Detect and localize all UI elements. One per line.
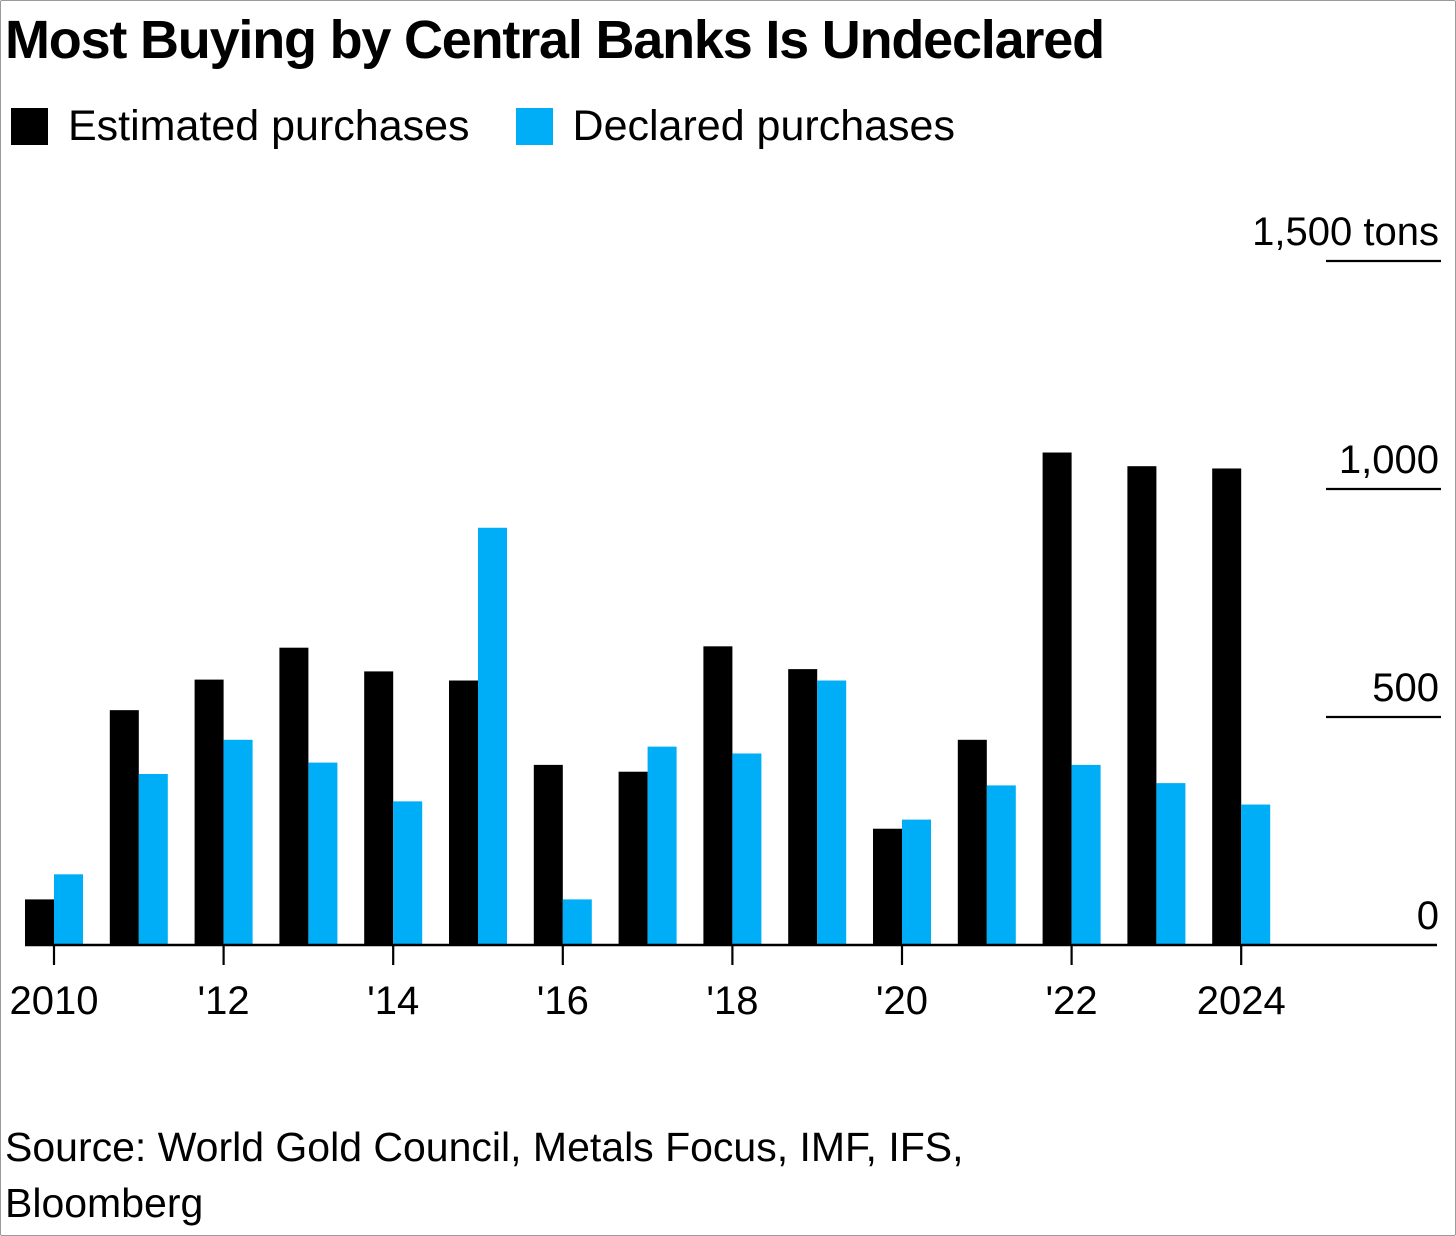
source-line-1: Source: World Gold Council, Metals Focus… [5,1124,964,1170]
legend-item-declared: Declared purchases [515,102,955,150]
bar-estimated-2015 [449,680,478,945]
bar-estimated-2021 [957,739,987,945]
bar-declared-2018 [732,753,762,945]
bar-declared-2014 [393,801,423,945]
bar-estimated-2017 [618,771,648,945]
bar-estimated-2014 [364,671,394,945]
y-tick-label-0: 0 [1417,894,1439,938]
bar-declared-2024 [1241,804,1271,945]
legend-label-declared: Declared purchases [572,102,955,150]
bar-estimated-2010 [25,899,54,945]
x-tick-label-2018: '18 [706,979,758,1023]
bar-estimated-2019 [788,669,818,945]
bar-declared-2023 [1156,783,1186,945]
bar-declared-2013 [308,762,338,945]
bar-declared-2016 [562,899,592,945]
x-tick-label-2012: '12 [198,979,250,1023]
bar-declared-2011 [138,774,168,945]
bar-declared-2010 [54,874,83,945]
chart-title: Most Buying by Central Banks Is Undeclar… [5,10,1105,70]
legend-label-estimated: Estimated purchases [68,102,470,150]
bar-estimated-2024 [1212,468,1242,945]
bar-estimated-2020 [873,828,902,945]
bar-estimated-2011 [109,710,139,945]
bar-estimated-2016 [533,764,563,945]
source-line-2: Bloomberg [5,1180,204,1226]
x-tick-label-2022: '22 [1046,979,1098,1023]
bar-declared-2015 [478,527,507,945]
bar-estimated-2012 [194,679,224,945]
legend-swatch-declared [515,108,553,145]
bar-declared-2022 [1071,764,1101,945]
x-tick-label-2014: '14 [367,979,419,1023]
legend-item-estimated: Estimated purchases [11,105,470,148]
bar-estimated-2018 [703,646,733,945]
y-tick-label-500: 500 [1372,666,1439,710]
y-tick-label-1500: 1,500 tons [1252,210,1439,254]
x-tick-label-2024: 2024 [1197,979,1286,1023]
x-tick-label-2020: '20 [876,979,928,1023]
bar-declared-2020 [902,819,931,945]
bar-declared-2021 [986,785,1016,945]
bar-declared-2019 [817,680,847,945]
bar-estimated-2022 [1042,452,1072,945]
x-tick-label-2010: 2010 [10,979,99,1023]
bar-declared-2012 [223,739,253,945]
y-tick-label-1000: 1,000 [1339,438,1439,482]
legend: Estimated purchases Declared purchases [11,105,1001,148]
legend-swatch-estimated [11,108,48,145]
bar-estimated-2023 [1127,466,1157,945]
x-tick-label-2016: '16 [537,979,589,1023]
source-note: Source: World Gold Council, Metals Focus… [5,1119,1205,1231]
bar-estimated-2013 [279,647,309,945]
bar-declared-2017 [647,746,677,945]
